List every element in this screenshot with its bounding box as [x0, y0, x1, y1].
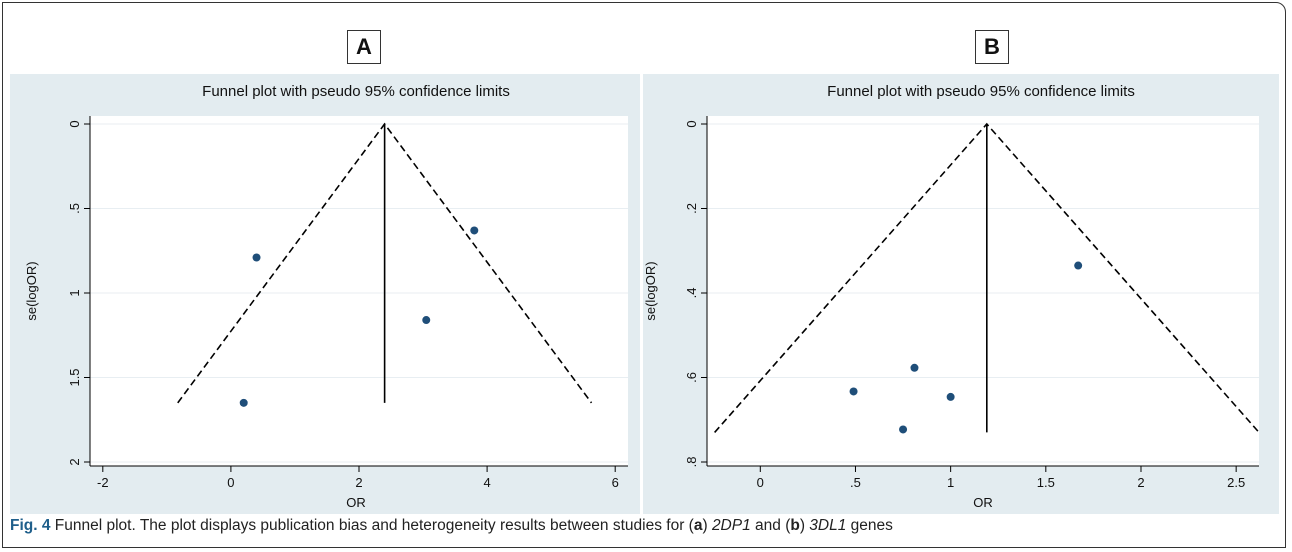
panel-a-label: A	[347, 30, 381, 64]
panel-b-study-point	[1074, 261, 1083, 270]
panel-a-y-tick-label: 1.5	[67, 368, 82, 386]
caption-text-2: )	[702, 517, 712, 534]
panel-b-title: Funnel plot with pseudo 95% confidence l…	[827, 83, 1135, 100]
panel-a-study-point	[470, 226, 479, 235]
panel-b-study-point	[899, 425, 908, 434]
caption-text-3: and (	[750, 517, 791, 534]
caption-text-4: )	[799, 517, 810, 534]
panel-b-label: B	[975, 30, 1009, 64]
panel-b-study-point	[910, 363, 919, 372]
panel-b-x-tick-label: 2	[1137, 475, 1144, 490]
caption-text-1: Funnel plot. The plot displays publicati…	[50, 517, 694, 534]
panel-a-y-tick-label: 1	[67, 289, 82, 296]
panel-b-y-tick-label: .6	[684, 372, 699, 383]
panel-b-study-point	[946, 392, 955, 401]
panel-b-x-tick-label: .5	[850, 475, 861, 490]
panel-a-y-tick-label: 0	[67, 120, 82, 127]
panel-a-x-tick-label: 4	[483, 475, 490, 490]
panel-a-title: Funnel plot with pseudo 95% confidence l…	[202, 83, 510, 100]
panel-b-y-axis-label: se(logOR)	[643, 261, 658, 320]
panel-a-x-tick-label: -2	[97, 475, 109, 490]
panel-a-x-tick-label: 2	[355, 475, 362, 490]
panel-b-x-tick-label: 2.5	[1227, 475, 1245, 490]
panel-b-y-tick-label: .4	[684, 288, 699, 299]
caption-gene-b: 3DL1	[809, 517, 847, 534]
figure-caption: Fig. 4 Funnel plot. The plot displays pu…	[10, 517, 893, 535]
panel-b-y-tick-label: .2	[684, 203, 699, 214]
panel-b-study-point	[849, 387, 858, 396]
panel-a-study-point	[422, 316, 431, 325]
caption-text-5: genes	[846, 517, 893, 534]
caption-fig-label: Fig. 4	[10, 517, 51, 534]
caption-gene-a: 2DP1	[711, 517, 751, 534]
panel-b-x-tick-label: 0	[757, 475, 764, 490]
panel-a-study-point	[252, 253, 261, 262]
caption-letter-a: a	[693, 517, 703, 534]
panel-b-x-tick-label: 1.5	[1037, 475, 1055, 490]
panel-b-x-tick-label: 1	[947, 475, 954, 490]
panel-a-study-point	[239, 398, 248, 407]
funnel-plot-a: Funnel plot with pseudo 95% confidence l…	[10, 74, 640, 514]
funnel-plot-b: Funnel plot with pseudo 95% confidence l…	[643, 74, 1279, 514]
caption-letter-b: b	[790, 517, 800, 534]
panel-a-x-axis-label: OR	[346, 495, 366, 510]
panel-b-x-axis-label: OR	[973, 495, 993, 510]
panel-a-y-axis-label: se(logOR)	[24, 261, 39, 320]
panel-a-y-tick-label: 2	[67, 458, 82, 465]
panel-a-plot-area	[90, 116, 628, 466]
panel-a-x-tick-label: 0	[227, 475, 234, 490]
panel-b-y-tick-label: 0	[684, 120, 699, 127]
panel-a-x-tick-label: 6	[612, 475, 619, 490]
panel-b-plot-area	[707, 116, 1259, 466]
panel-b-y-tick-label: .8	[684, 457, 699, 468]
panel-a-y-tick-label: .5	[67, 203, 82, 214]
